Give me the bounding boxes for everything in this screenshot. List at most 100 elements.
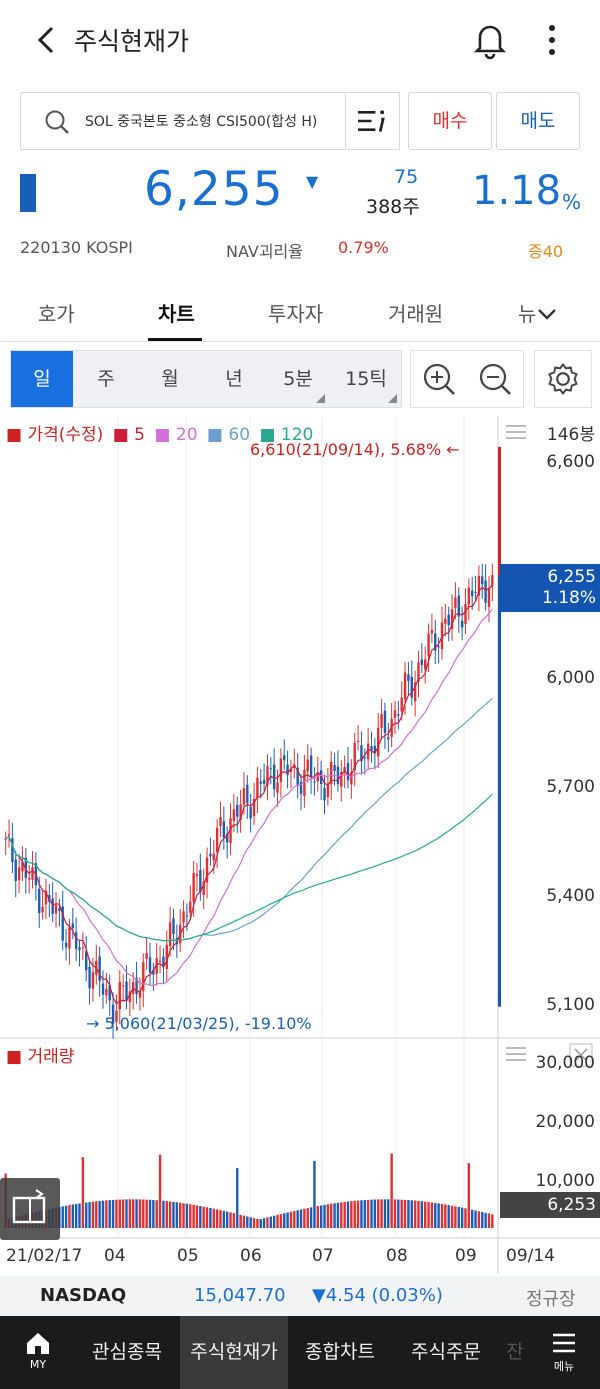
ma5-line [5, 584, 493, 1005]
volume-bar [333, 1203, 336, 1228]
volume-bar [370, 1199, 373, 1228]
nav-stock-order[interactable]: 주식주문 [411, 1341, 481, 1363]
legend-ma5: ■ 5 [112, 425, 145, 445]
chevron-down-icon[interactable] [536, 306, 558, 322]
candle-body [340, 771, 343, 787]
nav-menu[interactable]: 메뉴 [544, 1326, 584, 1382]
candle-body [454, 597, 457, 609]
chart-mode-toggle-button[interactable] [0, 1178, 60, 1240]
price-chart[interactable]: ■ 가격(수정) ■ 5 ■ 20 ■ 60 ■ 120 146봉 6,600 … [0, 416, 600, 1274]
period-year[interactable]: 년 [225, 368, 243, 390]
nav-current-price[interactable]: 주식현재가 [180, 1316, 288, 1389]
candle-body [165, 944, 168, 969]
bell-icon[interactable] [470, 18, 510, 62]
volume-bar [447, 1205, 450, 1228]
candle-body [17, 867, 21, 881]
volume-bar [491, 1214, 494, 1228]
candle-body [162, 956, 165, 968]
candle-body [319, 770, 323, 785]
volume-bar [323, 1204, 326, 1228]
period-week[interactable]: 주 [97, 368, 115, 390]
nav-my[interactable]: MY [18, 1326, 58, 1382]
x-tick-label: 06 [240, 1246, 262, 1266]
zoom-in-icon[interactable] [411, 351, 467, 407]
candle-body [413, 682, 417, 702]
volume-bar [142, 1199, 145, 1228]
volume-bar [259, 1219, 262, 1228]
stock-search-input[interactable]: SOL 중국본토 중소형 CSI500(합성 H) [20, 92, 346, 150]
period-5min[interactable]: 5분 [267, 351, 329, 407]
candle-body [148, 957, 152, 973]
volume-bar [88, 1202, 91, 1228]
nav-watchlist[interactable]: 관심종목 [92, 1341, 162, 1363]
tab-investor[interactable]: 투자자 [268, 302, 324, 326]
candle-body [360, 745, 363, 762]
swap-layout-icon [12, 1189, 46, 1224]
buy-button[interactable]: 매수 [408, 92, 492, 150]
index-ticker[interactable]: NASDAQ 15,047.70 ▼4.54 (0.03%) 정규장 [0, 1276, 600, 1316]
volume-bar [343, 1201, 346, 1228]
candle-body [444, 618, 447, 624]
candle-body [209, 853, 212, 857]
candle-body [71, 923, 75, 929]
candle-body [121, 985, 125, 987]
candle-body [68, 927, 71, 949]
tab-orderbook[interactable]: 호가 [38, 302, 75, 326]
bar-count: 146봉 [546, 425, 595, 445]
x-tick-label: 07 [312, 1246, 334, 1266]
volume-bar [303, 1208, 306, 1228]
candle-body [309, 755, 313, 778]
candle-body [417, 662, 420, 682]
tab-broker[interactable]: 거래원 [388, 302, 444, 326]
candle-body [229, 818, 232, 844]
volume-bar [158, 1154, 162, 1228]
back-arrow-icon[interactable] [30, 20, 66, 60]
candle-body [168, 922, 172, 947]
volume-bar [152, 1200, 155, 1228]
volume-bar [413, 1200, 417, 1228]
volume-bar [225, 1211, 229, 1228]
candle-body [74, 932, 78, 949]
candle-body [138, 991, 142, 998]
candle-body [142, 961, 145, 992]
more-icon[interactable] [534, 18, 570, 62]
period-15tick[interactable]: 15틱 [331, 351, 401, 407]
bottom-navigation: MY 관심종목 주식현재가 종합차트 주식주문 잔 메뉴 [0, 1316, 600, 1389]
candle-body [333, 765, 336, 772]
candle-body [363, 757, 366, 759]
candle-body [239, 804, 242, 820]
candle-body [299, 781, 303, 794]
candle-body [199, 869, 202, 893]
candle-body [437, 646, 440, 648]
candle-body [11, 838, 14, 863]
candle-body [356, 741, 360, 743]
candle-body [266, 766, 269, 786]
x-tick-label: 05 [177, 1246, 199, 1266]
period-day[interactable]: 일 [11, 351, 73, 407]
nav-balance[interactable]: 잔 [506, 1341, 524, 1363]
candle-body [470, 590, 474, 597]
tab-chart[interactable]: 차트 [158, 302, 195, 326]
sell-button[interactable]: 매도 [496, 92, 580, 150]
stock-info-icon[interactable] [346, 92, 400, 150]
y-tick-label: 5,100 [546, 995, 595, 1015]
candle-body [262, 779, 266, 784]
period-selector: 일 주 월 년 5분 15틱 [10, 350, 402, 408]
candle-body [330, 761, 333, 785]
volume-bar [232, 1213, 236, 1228]
legend-ma120: ■ 120 [259, 425, 314, 445]
volume-bar [85, 1202, 88, 1228]
candle-body [192, 872, 195, 902]
x-tick-label: 09 [455, 1246, 477, 1266]
zoom-out-icon[interactable] [467, 351, 523, 407]
high-price-annotation: 6,610(21/09/14), 5.68% ← [250, 440, 460, 459]
volume-bar [105, 1200, 108, 1228]
period-month[interactable]: 월 [161, 368, 179, 390]
nav-composite-chart[interactable]: 종합차트 [305, 1341, 375, 1363]
candle-body [108, 985, 111, 1001]
volume-bar [289, 1211, 293, 1228]
tab-news[interactable]: 뉴 [518, 302, 537, 326]
gear-icon[interactable] [534, 350, 592, 408]
volume-bar [330, 1203, 333, 1228]
volume-bar [286, 1212, 289, 1228]
